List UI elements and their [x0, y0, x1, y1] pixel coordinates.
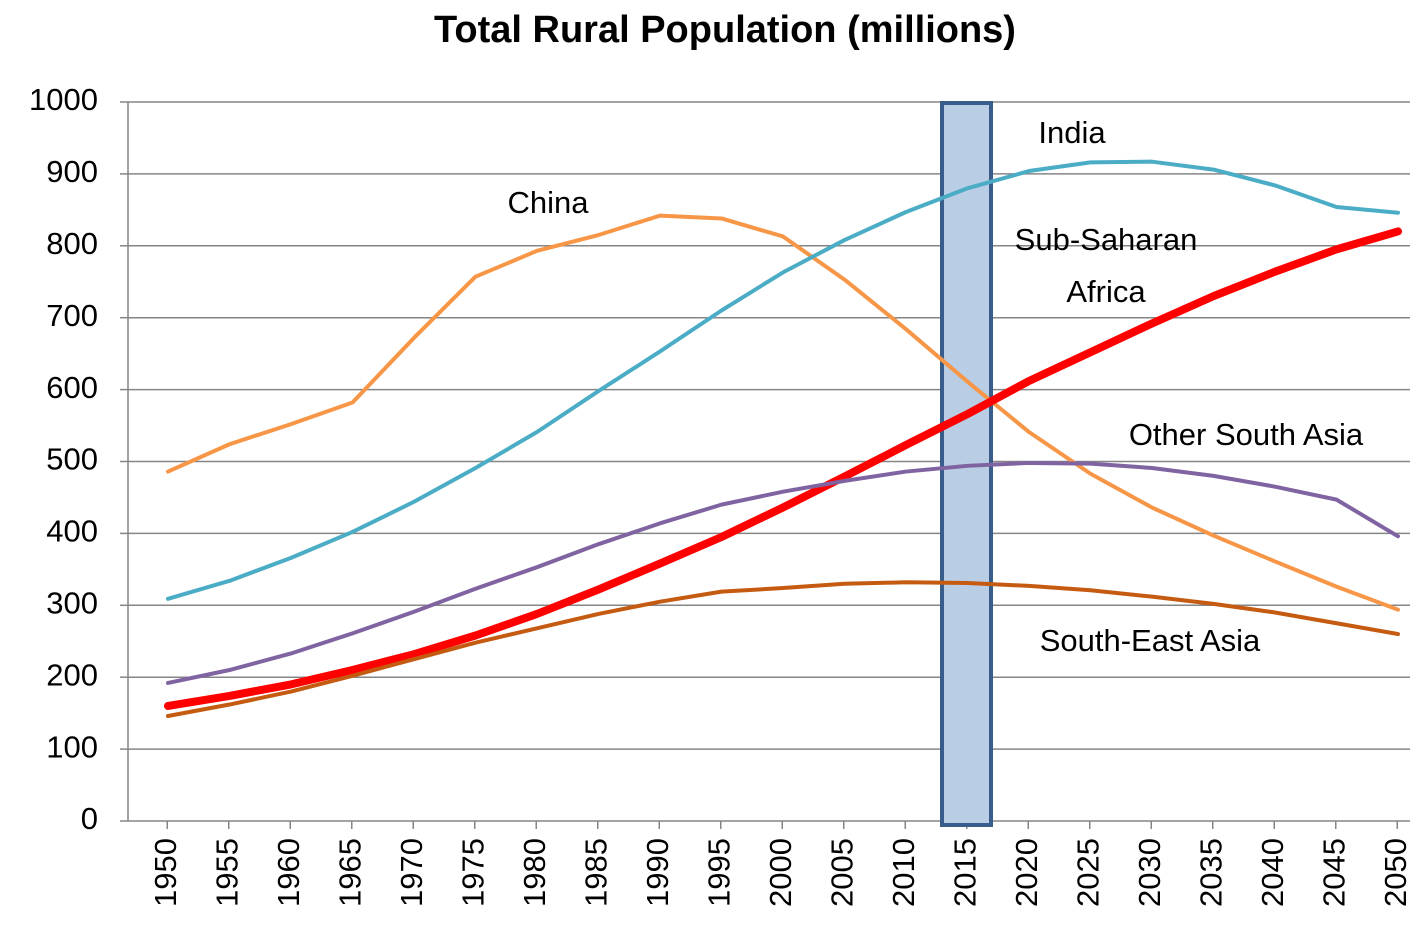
x-tick-label: 2005: [825, 838, 860, 907]
x-tick-label: 2010: [886, 838, 921, 907]
series-label: India: [1038, 115, 1106, 150]
x-tick-label: 1960: [271, 838, 306, 907]
x-tick-label: 2050: [1378, 838, 1413, 907]
series-line: [166, 580, 1400, 719]
x-tick-label: 2045: [1317, 838, 1352, 907]
x-tick-label: 2040: [1255, 838, 1290, 907]
y-tick-label: 100: [46, 729, 98, 764]
y-tick-label: 700: [46, 298, 98, 333]
series-line: [166, 213, 1400, 612]
x-tick-label: 2000: [763, 838, 798, 907]
series-label: Sub-Saharan Africa: [1014, 222, 1198, 309]
x-tick-label: 2020: [1009, 838, 1044, 907]
x-tick-label: 1965: [333, 838, 368, 907]
series-line: [166, 460, 1400, 685]
x-tick-label: 1990: [640, 838, 675, 907]
series-label: Other South Asia: [1128, 417, 1364, 452]
series-label: China: [507, 185, 589, 220]
series-label: South-East Asia: [1039, 623, 1261, 658]
x-tick-label: 1955: [210, 838, 245, 907]
x-tick-label: 1950: [148, 838, 183, 907]
x-tick-label: 1970: [394, 838, 429, 907]
y-tick-label: 800: [46, 226, 98, 261]
x-tick-label: 1985: [579, 838, 614, 907]
x-tick-label: 1980: [517, 838, 552, 907]
series-line: [164, 227, 1402, 710]
y-tick-label: 500: [46, 442, 98, 477]
x-tick-label: 1975: [456, 838, 491, 907]
x-tick-label: 2030: [1132, 838, 1167, 907]
x-tick-label: 2015: [948, 838, 983, 907]
x-tick-label: 2025: [1071, 838, 1106, 907]
y-tick-label: 400: [46, 514, 98, 549]
y-tick-label: 200: [46, 657, 98, 692]
lines: [164, 159, 1402, 719]
chart-title: Total Rural Population (millions): [434, 9, 1016, 51]
y-tick-label: 0: [81, 801, 98, 836]
y-tick-label: 600: [46, 370, 98, 405]
grid: [120, 101, 1410, 829]
x-tick-label: 2035: [1194, 838, 1229, 907]
y-tick-label: 300: [46, 585, 98, 620]
y-tick-label: 1000: [29, 82, 98, 117]
y-tick-label: 900: [46, 154, 98, 189]
x-tick-label: 1995: [702, 838, 737, 907]
series-line: [166, 159, 1400, 601]
